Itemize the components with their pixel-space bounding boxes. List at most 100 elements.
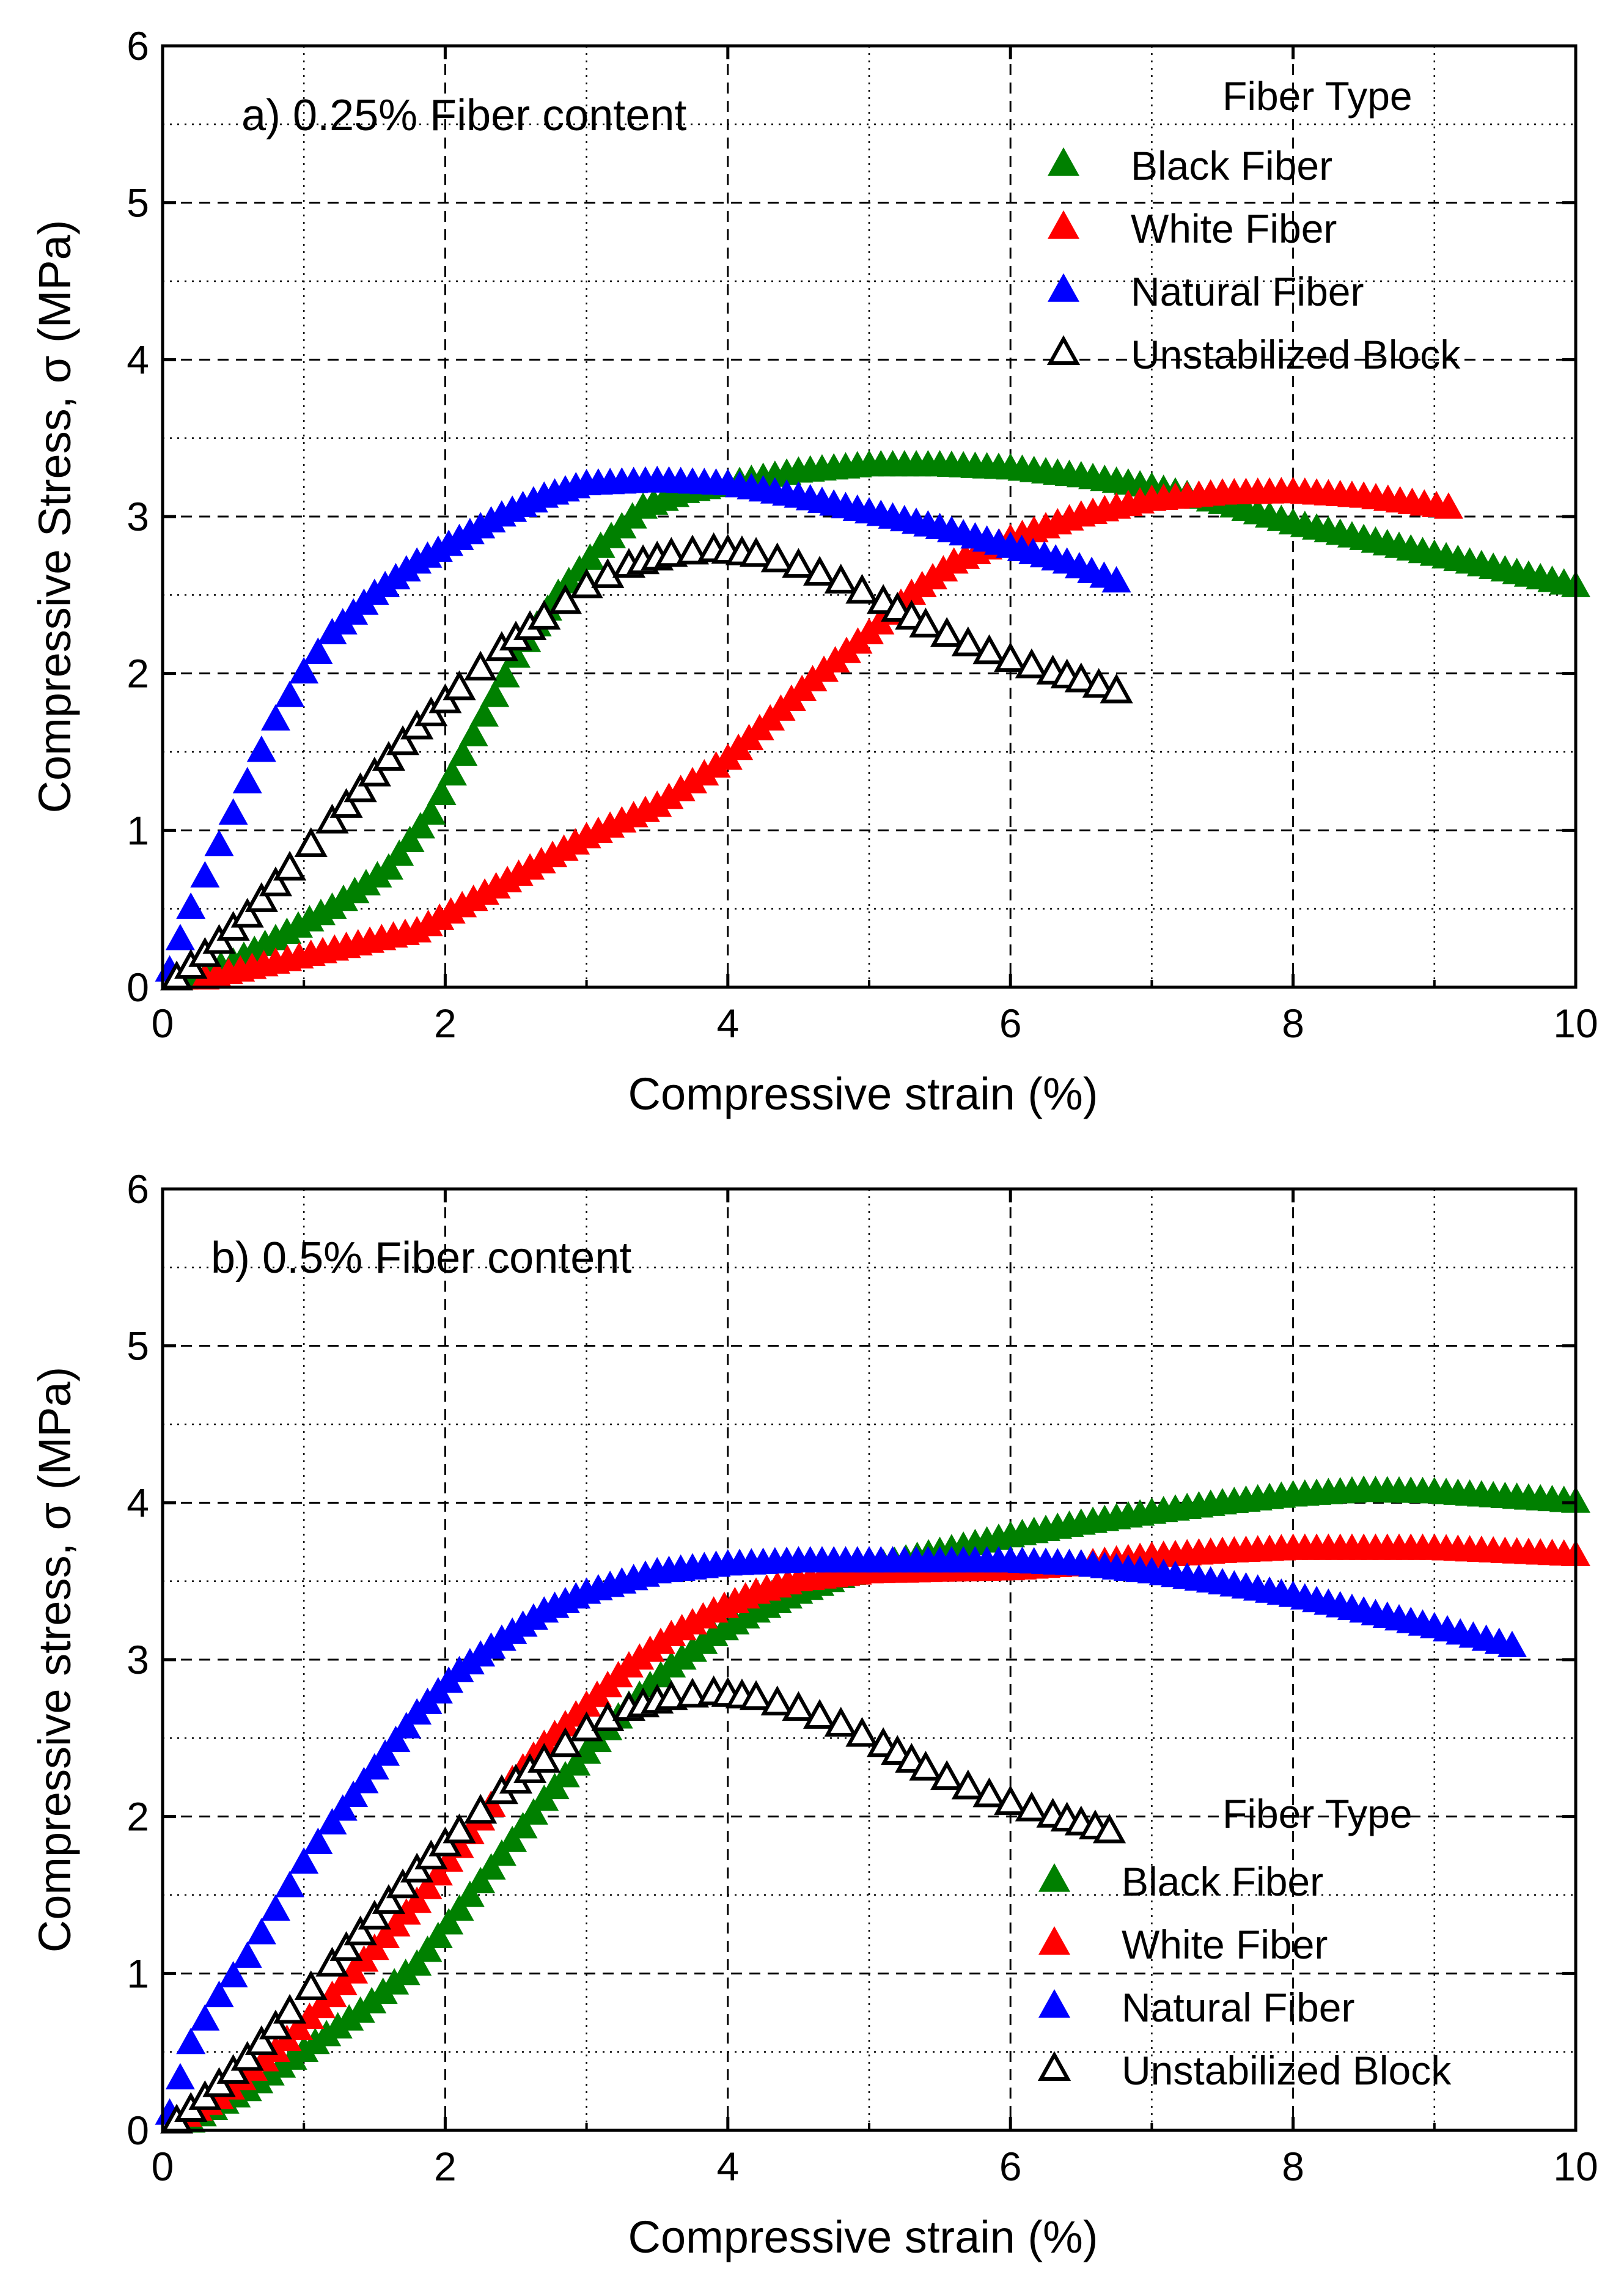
data-point — [760, 542, 794, 573]
data-point — [498, 1825, 527, 1852]
data-point — [455, 1880, 485, 1907]
legend-label: Black Fiber — [1131, 143, 1332, 188]
data-point — [518, 1798, 548, 1825]
data-point — [527, 1743, 561, 1773]
data-point — [246, 1918, 276, 1945]
data-point — [437, 759, 467, 786]
data-point — [259, 866, 293, 897]
data-point — [464, 650, 498, 681]
data-point — [246, 735, 276, 762]
data-point — [294, 1970, 328, 2001]
data-point — [464, 1794, 498, 1824]
x-tick-label: 8 — [1282, 2144, 1304, 2189]
x-tick-label: 4 — [716, 1001, 739, 1046]
series-unstabilized-block — [160, 532, 1133, 991]
data-point — [303, 637, 333, 664]
legend-title: Fiber Type — [1222, 73, 1413, 119]
data-point — [416, 798, 446, 825]
grid — [163, 1189, 1576, 2130]
data-point — [303, 1827, 333, 1854]
y-tick-label: 5 — [127, 180, 149, 226]
data-point — [909, 607, 942, 638]
data-point — [739, 537, 773, 567]
y-tick-label: 4 — [127, 337, 149, 382]
data-point — [232, 1941, 262, 1968]
data-point — [391, 1712, 421, 1739]
data-point — [190, 861, 220, 888]
data-point — [176, 892, 206, 919]
data-point — [339, 1780, 369, 1807]
data-point — [427, 778, 457, 805]
data-point — [803, 556, 837, 586]
data-point — [402, 1949, 432, 1976]
legend-marker — [1038, 1863, 1070, 1892]
series-natural-fiber — [155, 465, 1131, 982]
data-point — [845, 1717, 879, 1747]
data-point — [1015, 1791, 1048, 1822]
data-point — [448, 739, 478, 766]
data-point — [275, 680, 305, 707]
y-tick-label: 1 — [127, 1951, 149, 1996]
y-axis-label: Compressive stress, σ (MPa) — [29, 1367, 80, 1953]
data-point — [275, 1871, 305, 1897]
data-point — [329, 1931, 363, 1961]
legend-title: Fiber Type — [1222, 1791, 1413, 1836]
data-point — [204, 1981, 234, 2007]
data-point — [176, 2028, 206, 2055]
data-point — [244, 882, 278, 912]
series-white-fiber — [190, 476, 1463, 990]
data-point — [675, 534, 710, 565]
data-point — [329, 788, 363, 818]
data-point — [358, 1899, 391, 1930]
data-point — [386, 1868, 420, 1899]
y-axis-label: Compressive Stress, σ (MPa) — [29, 220, 80, 814]
data-point — [701, 751, 731, 778]
data-point — [782, 548, 815, 578]
data-point — [413, 1935, 443, 1962]
data-point — [654, 782, 684, 809]
legend-marker — [1038, 1989, 1070, 2018]
data-point — [1015, 648, 1048, 679]
data-point — [527, 600, 561, 630]
data-point — [289, 1847, 319, 1874]
data-point — [951, 626, 985, 657]
y-tick-label: 5 — [127, 1323, 149, 1369]
y-tick-label: 6 — [127, 23, 149, 68]
legend: Fiber Type Black Fiber White Fiber Natural … — [1037, 1791, 1452, 2093]
data-point — [480, 680, 510, 707]
data-point — [845, 573, 879, 604]
data-point — [930, 1760, 964, 1790]
data-point — [666, 775, 696, 801]
data-point — [413, 1872, 443, 1899]
data-point — [930, 617, 964, 647]
data-point — [824, 564, 858, 594]
data-point — [260, 1894, 290, 1921]
data-point — [508, 1812, 538, 1839]
data-point — [381, 1725, 411, 1753]
data-point — [230, 897, 264, 928]
data-point — [1064, 662, 1098, 693]
y-tick-label: 6 — [127, 1166, 149, 1212]
data-point — [372, 1884, 406, 1914]
data-point — [490, 661, 520, 688]
data-point — [349, 1767, 379, 1794]
data-point — [739, 1680, 773, 1710]
data-point — [317, 1808, 347, 1834]
data-point — [548, 1727, 582, 1757]
data-point — [642, 790, 672, 817]
chart-panel-b: 0 2 4 6 8 10 0 1 2 3 4 5 6 Compressive strain (%) Comp… — [29, 1166, 1598, 2262]
y-tick-label: 2 — [127, 1794, 149, 1839]
data-point — [501, 641, 531, 668]
data-point — [994, 642, 1027, 672]
legend-label: White Fiber — [1131, 206, 1337, 251]
data-point — [405, 812, 435, 839]
data-point — [782, 1691, 815, 1721]
data-point — [230, 2040, 264, 2071]
x-tick-label: 10 — [1553, 1001, 1598, 1046]
panel-title: b) 0.5% Fiber content — [211, 1234, 631, 1282]
y-tick-label: 0 — [127, 965, 149, 1010]
y-tick-label: 3 — [127, 494, 149, 539]
data-point — [344, 1915, 377, 1946]
legend: Fiber Type Black Fiber White Fiber Natural … — [1046, 73, 1461, 377]
